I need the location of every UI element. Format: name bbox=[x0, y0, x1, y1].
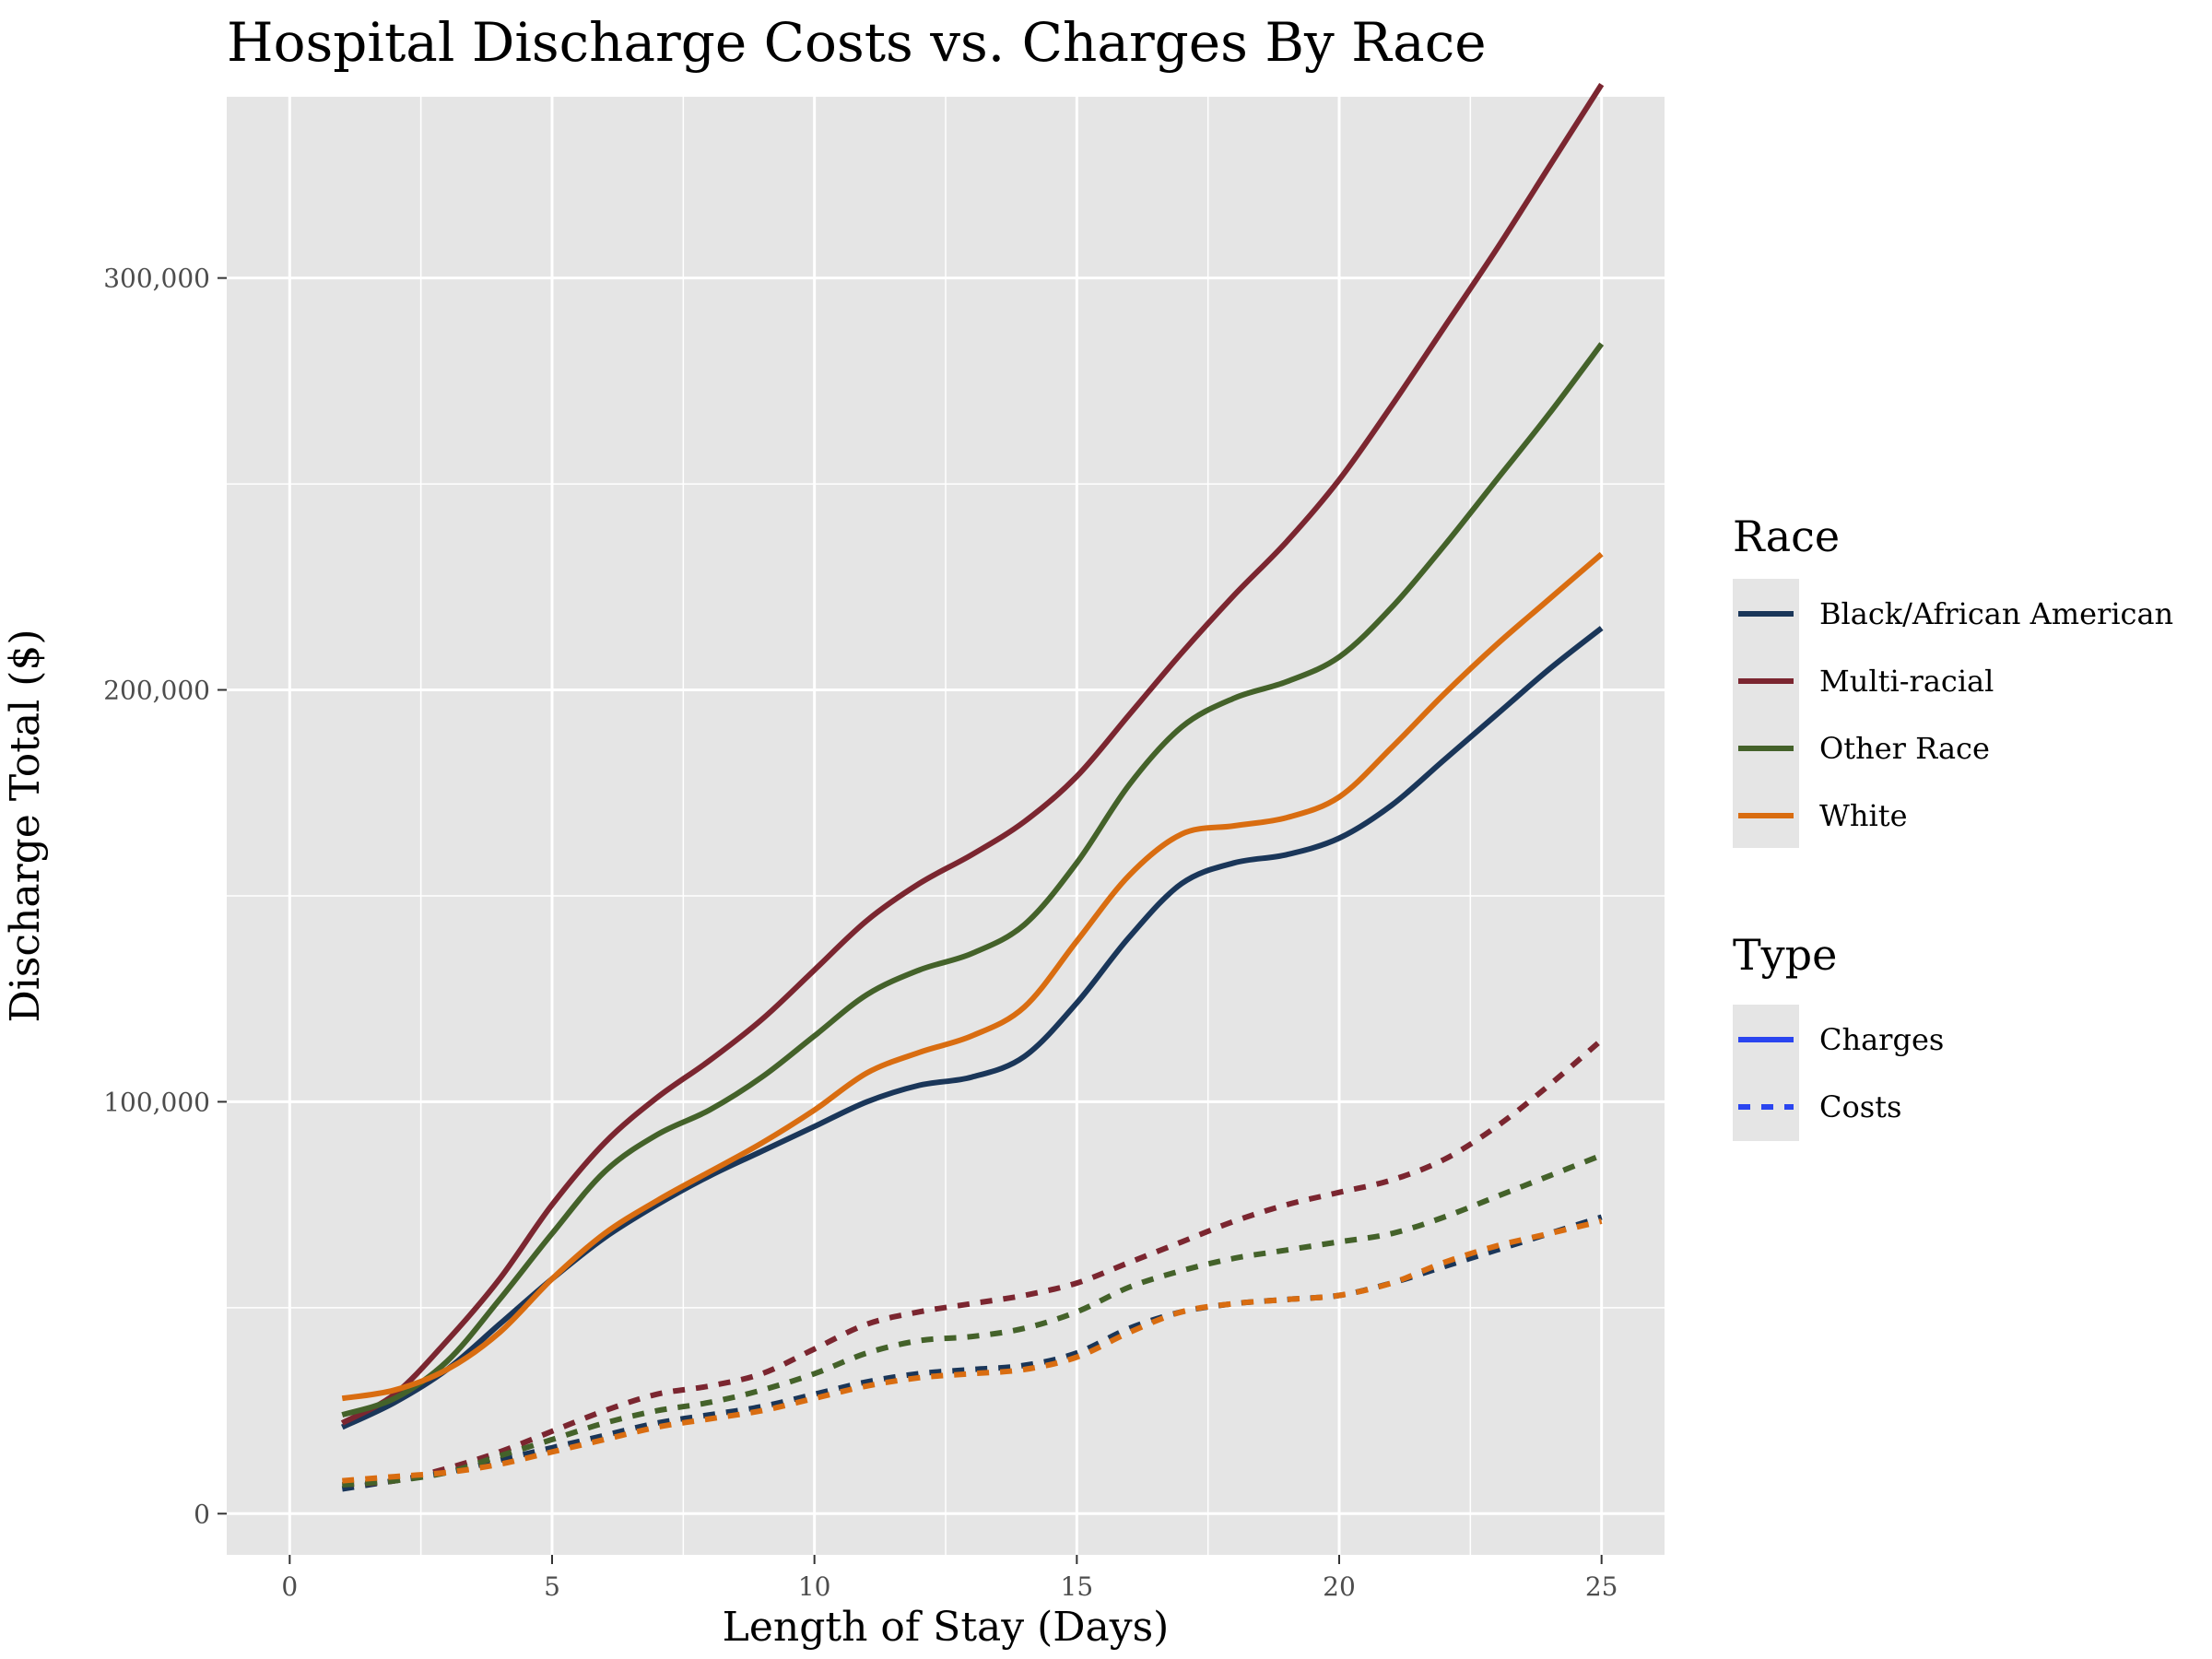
major-gridlines bbox=[227, 97, 1665, 1555]
legend-race-key-background bbox=[1733, 579, 1799, 848]
series-line-other-race-charges bbox=[341, 342, 1605, 1418]
y-tick-label: 300,000 bbox=[103, 264, 210, 294]
y-axis-title: Discharge Total ($) bbox=[2, 629, 49, 1022]
axis-tick-labels: 0 5 10 15 20 25 0 100,000 200,000 300,000 bbox=[103, 264, 1618, 1602]
y-tick-label: 200,000 bbox=[103, 676, 210, 706]
series-line-multi-racial-charges bbox=[340, 82, 1605, 1426]
series-lines bbox=[340, 82, 1605, 1492]
x-tick-label: 20 bbox=[1323, 1571, 1356, 1602]
x-tick-label: 0 bbox=[281, 1571, 298, 1602]
y-tick-label: 100,000 bbox=[103, 1087, 210, 1117]
legend-race-label: White bbox=[1819, 798, 1908, 833]
x-tick-label: 15 bbox=[1061, 1571, 1094, 1602]
series-line-multi-racial-costs bbox=[342, 1038, 1604, 1488]
x-axis-title: Length of Stay (Days) bbox=[723, 1604, 1170, 1651]
series-line-white-costs bbox=[342, 1218, 1603, 1484]
series-line-other-race-costs bbox=[342, 1152, 1603, 1488]
chart-title: Hospital Discharge Costs vs. Charges By … bbox=[227, 11, 1487, 74]
series-line-white-charges bbox=[341, 551, 1604, 1402]
legend-type-key-background bbox=[1733, 1005, 1799, 1141]
x-tick-label: 25 bbox=[1585, 1571, 1618, 1602]
legend-type: Type Charges Costs bbox=[1733, 930, 1944, 1141]
legend-type-title: Type bbox=[1733, 930, 1837, 980]
legend-race-label: Multi-racial bbox=[1819, 664, 1994, 699]
minor-gridlines bbox=[227, 97, 1665, 1555]
x-tick-label: 5 bbox=[544, 1571, 560, 1602]
axis-ticks bbox=[218, 276, 1603, 1564]
x-tick-label: 10 bbox=[798, 1571, 831, 1602]
legend-race-label: Other Race bbox=[1819, 731, 1990, 766]
legend-race: Race Black/African American Multi-racial O… bbox=[1733, 512, 2173, 848]
legend-type-label: Charges bbox=[1819, 1022, 1944, 1057]
series-line-black-african-american-costs bbox=[341, 1214, 1603, 1492]
legend-race-title: Race bbox=[1733, 512, 1840, 561]
legend-type-label: Costs bbox=[1819, 1089, 1901, 1124]
legend-race-label: Black/African American bbox=[1819, 596, 2173, 631]
y-tick-label: 0 bbox=[194, 1499, 210, 1529]
